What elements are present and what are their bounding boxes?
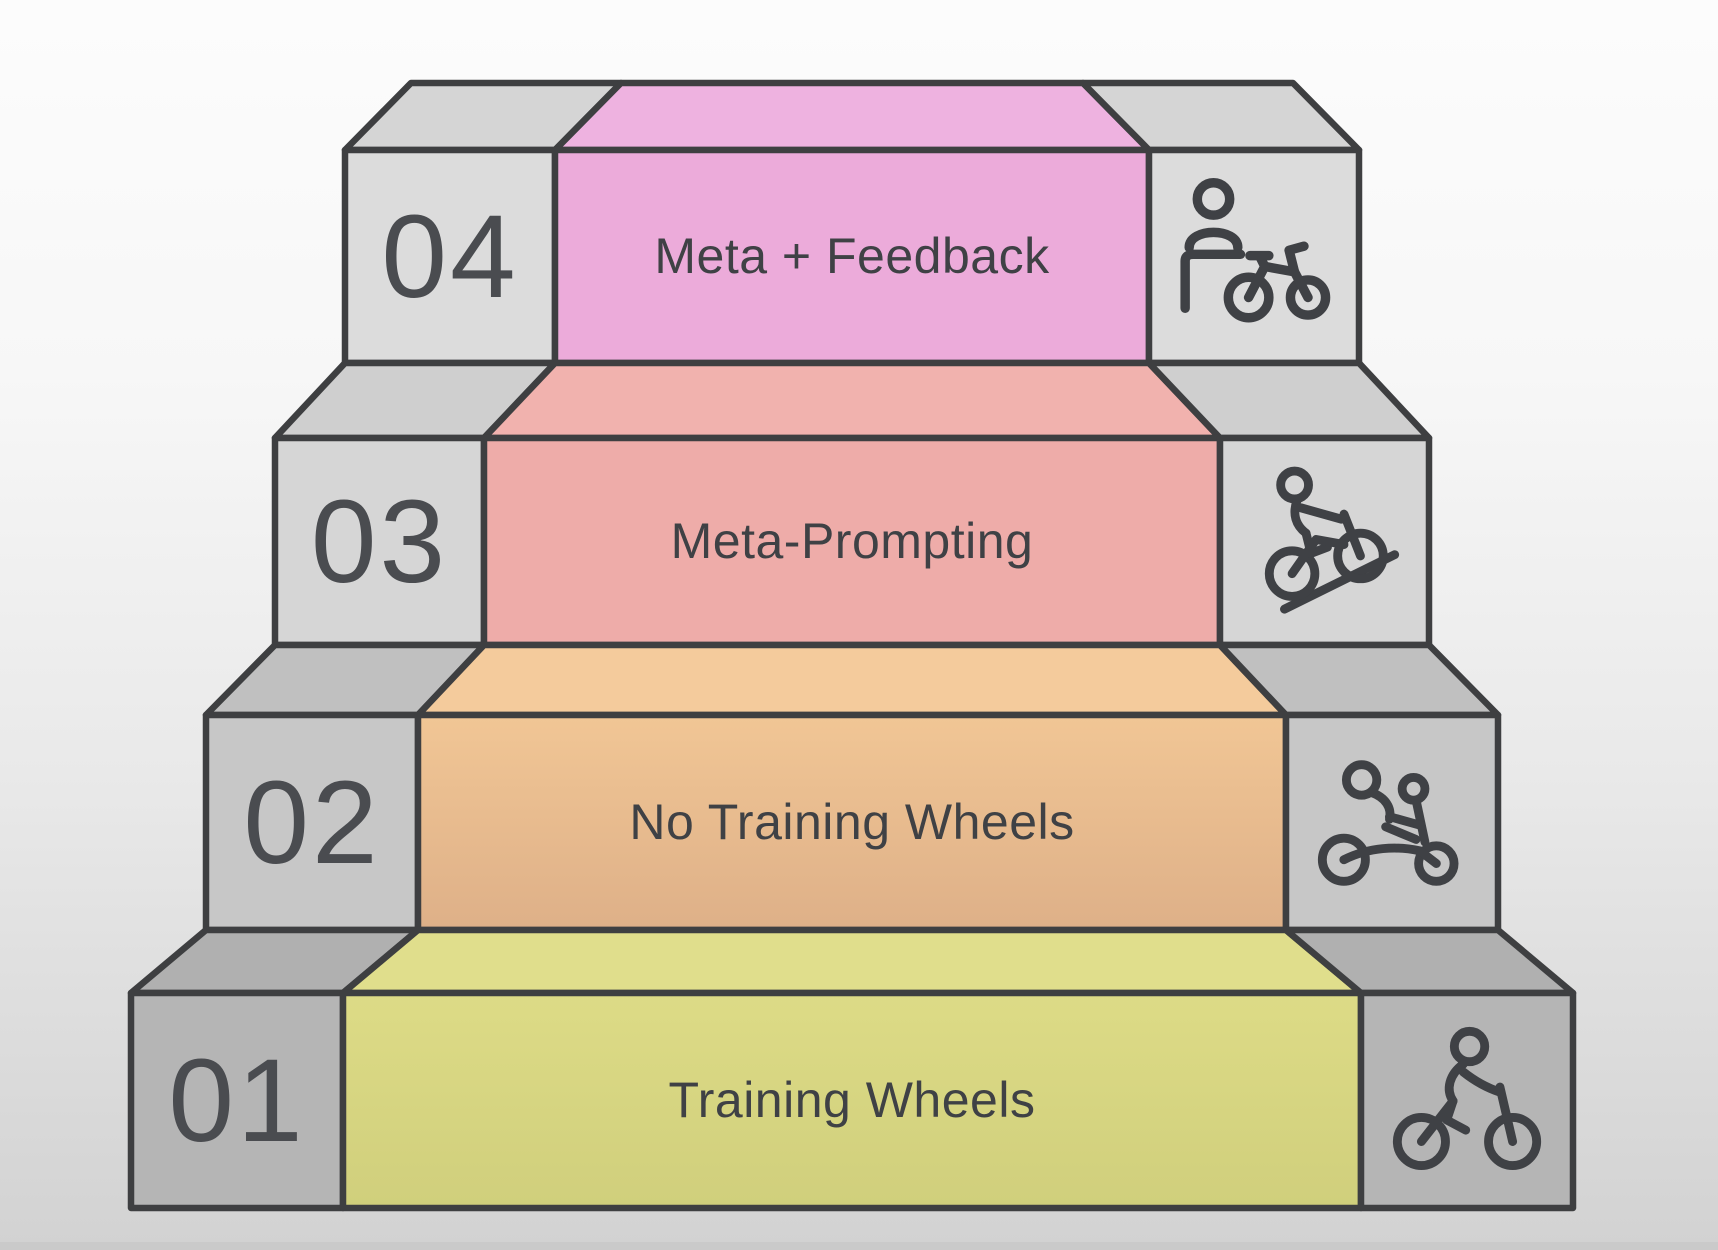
- step-03-number: 03: [310, 475, 449, 608]
- recumbent-bike-icon: [1317, 759, 1459, 886]
- step-03-top-center-face: [480, 359, 1224, 442]
- step-01-label: Training Wheels: [668, 1072, 1036, 1128]
- bottom-edge-shadow: [0, 1242, 1718, 1250]
- step-04-label: Meta + Feedback: [654, 228, 1050, 284]
- downhill-cyclist-icon: [1264, 466, 1399, 614]
- step-02-label: No Training Wheels: [629, 794, 1075, 850]
- step-01-top-center-face: [339, 926, 1365, 997]
- step-01-number: 01: [168, 1034, 306, 1167]
- cyclist-icon: [1392, 1026, 1542, 1170]
- step-04-top-center-face: [551, 79, 1153, 154]
- step-03-label: Meta-Prompting: [670, 513, 1034, 569]
- step-04-number: 04: [381, 190, 519, 323]
- step-02-number: 02: [243, 756, 381, 889]
- step-01-icon-face: [1357, 989, 1577, 1212]
- person-with-bike-icon: [1180, 177, 1331, 322]
- step-02-top-center-face: [414, 641, 1290, 719]
